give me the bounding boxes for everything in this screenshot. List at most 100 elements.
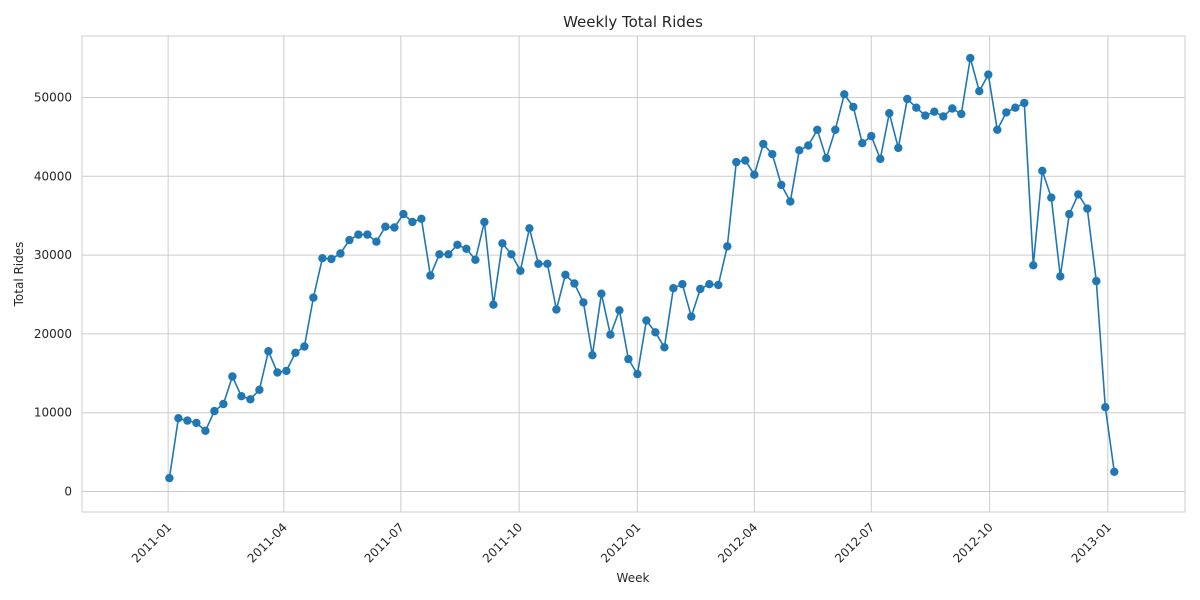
data-point [435,250,444,259]
y-tick-label: 20000 [34,327,72,341]
data-point [903,94,912,104]
data-point [984,70,993,79]
data-point [867,131,876,141]
y-tick-label: 40000 [34,169,72,183]
data-point [282,366,291,376]
data-point [696,284,705,294]
data-point [480,217,489,227]
data-point [570,279,579,288]
data-point [534,259,543,268]
data-point [372,237,381,246]
data-point [633,369,642,379]
plot-frame [81,35,1186,513]
data-point [1065,209,1074,219]
y-tick-label: 0 [64,485,72,499]
data-point [408,217,417,227]
data-point [624,354,633,364]
data-point [1092,276,1101,286]
data-point [831,125,840,134]
data-point [750,170,759,179]
data-point [1110,467,1119,476]
data-point [966,53,975,63]
data-point [759,139,768,149]
x-tick-label: 2012-10 [950,520,995,565]
data-point [975,87,984,96]
data-point [669,284,678,293]
data-point [714,280,723,290]
data-point [183,416,192,425]
series-line [168,57,1116,479]
data-point [390,223,399,232]
data-point [804,141,813,150]
data-point [957,109,966,119]
data-point [552,305,561,314]
data-point [1083,204,1092,213]
data-point [1038,166,1047,175]
data-point [1029,261,1038,270]
data-point [363,230,372,239]
data-point [579,298,588,307]
data-point [489,300,498,309]
x-axis-label: Week [617,571,650,585]
data-point [300,342,309,351]
data-point [1101,403,1110,412]
data-point [939,112,948,121]
data-point [1011,103,1020,112]
y-axis-label: Total Rides [12,242,26,308]
data-point [525,224,534,233]
x-tick-label: 2011-07 [362,520,407,565]
y-tick-label: 10000 [34,406,72,420]
data-point [642,316,651,325]
data-point [840,90,849,99]
data-point [264,347,273,356]
data-point [912,103,921,112]
data-point [795,146,804,155]
data-point [327,254,336,264]
data-point [165,473,174,483]
data-point [894,143,903,153]
x-tick-label: 2012-01 [598,520,643,565]
data-point [930,107,939,116]
data-point [1056,272,1065,281]
x-axis: 2011-01 2011-04 2011-07 2011-10 2012-01 2012-… [129,520,1114,565]
data-point [228,372,237,381]
y-axis: 0 10000 20000 30000 40000 50000 [34,90,72,498]
data-point [516,266,525,275]
data-point [849,102,858,112]
data-point [651,328,660,337]
data-point [606,330,615,339]
data-point [561,270,570,279]
data-point [471,255,480,264]
data-point [543,259,552,268]
data-point [498,239,507,248]
data-point [597,289,606,298]
data-point [219,399,228,409]
data-point [1002,108,1011,117]
data-point [813,125,822,134]
data-point [1074,190,1083,199]
data-point [1047,193,1056,202]
data-point [786,197,795,206]
data-point [273,368,282,377]
y-tick-label: 30000 [34,248,72,262]
data-point [687,312,696,321]
data-point [237,392,246,401]
x-tick-label: 2011-01 [129,520,174,565]
data-point [1020,98,1029,108]
data-point [336,249,345,258]
data-point [948,104,957,113]
data-point [444,250,453,259]
data-point [507,250,516,259]
series-layer [165,53,1119,483]
data-point [174,414,183,423]
grid-layer [82,36,1185,512]
x-tick-label: 2013-01 [1069,520,1114,565]
data-point [462,244,471,253]
x-tick-label: 2012-07 [832,520,877,565]
data-point [993,125,1002,134]
data-point [381,222,390,231]
data-point [453,240,462,249]
data-point [255,385,264,394]
data-point [318,254,327,263]
